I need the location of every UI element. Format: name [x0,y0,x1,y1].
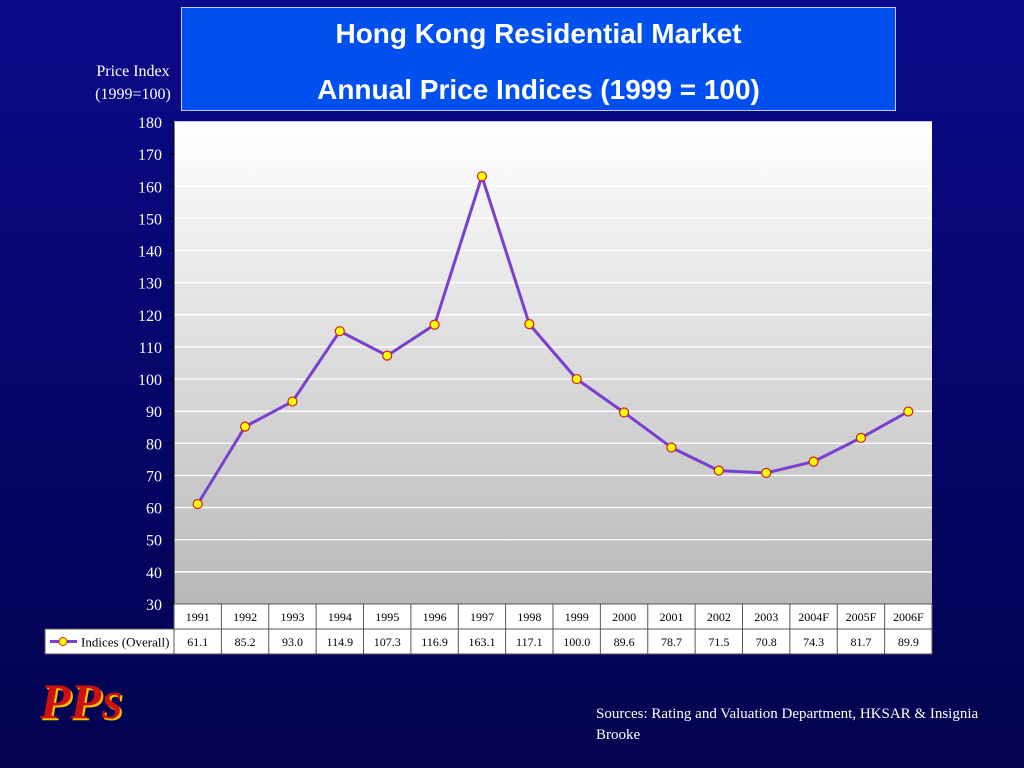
x-tick-label: 1998 [517,610,541,624]
data-label: 70.8 [756,635,777,649]
data-label: 117.1 [516,635,543,649]
y-axis-label: Price Index (1999=100) [86,60,180,106]
y-axis: 30 40 50 60 70 80 90 100 110 120 130 140 150 160 170 18… [138,115,175,614]
data-label: 71.5 [708,635,729,649]
x-tick-label: 2004F [798,610,829,624]
data-point [761,467,772,478]
x-tick-label: 2000 [612,610,636,624]
data-point [476,171,488,182]
y-tick-label: 60 [146,501,162,518]
data-label: 163.1 [468,635,495,649]
y-axis-label-line2: (1999=100) [95,86,171,103]
data-point [618,407,630,418]
data-point [287,396,298,407]
chart-title: Hong Kong Residential Market [335,18,742,49]
y-tick-label: 120 [138,308,162,325]
data-label: 89.6 [614,635,635,649]
y-tick-label: 140 [138,244,162,261]
x-tick-label: 1994 [328,610,352,624]
x-tick-label: 1996 [423,610,447,624]
x-tick-label: 2001 [659,610,683,624]
y-tick-label: 180 [138,115,162,132]
chart-title-box: Hong Kong Residential Market Annual Pric… [181,7,896,111]
y-tick-label: 100 [138,372,162,389]
data-point [192,498,203,510]
data-point [334,326,345,337]
x-tick-label: 1999 [565,610,589,624]
x-tick-label: 2002 [707,610,731,624]
y-axis-label-line1: Price Index [96,63,170,80]
legend-label: Indices (Overall) [81,635,169,650]
y-tick-label: 30 [146,597,162,614]
data-point [524,319,535,330]
plot-area [174,122,932,604]
y-tick-label: 110 [139,340,162,357]
x-tick-label: 1993 [280,610,304,624]
data-label: 78.7 [661,635,682,649]
data-point [239,421,251,432]
logo-letter-3: S [101,685,123,727]
chart-subtitle: Annual Price Indices (1999 = 100) [317,74,760,105]
value-row [44,628,933,655]
data-table: 1991 61.1 1992 85.2 1993 93.0 1994 114.9 1995 107… [44,603,933,655]
y-tick-label: 70 [146,468,162,485]
y-tick-label: 50 [146,533,162,550]
y-tick-label: 80 [146,436,162,453]
data-label: 93.0 [282,635,303,649]
x-tick-label: 1997 [470,610,494,624]
data-label: 81.7 [850,635,871,649]
data-label: 114.9 [327,635,354,649]
y-tick-label: 40 [146,565,162,582]
x-tick-label: 1995 [375,610,399,624]
gridlines [174,121,932,573]
data-point [429,319,440,330]
sources-note: Sources: Rating and Valuation Department… [596,706,979,743]
data-point [666,442,677,453]
pps-logo: PPS [40,672,122,730]
data-label: 100.0 [563,635,590,649]
data-point [903,406,914,417]
data-label: 89.9 [898,635,919,649]
x-tick-label: 2003 [754,610,778,624]
data-label: 116.9 [421,635,448,649]
data-point [713,465,724,476]
data-label: 85.2 [235,635,256,649]
y-tick-label: 150 [138,211,162,228]
data-label: 74.3 [803,635,824,649]
y-tick-label: 130 [138,276,162,293]
x-tick-label: 1992 [233,610,257,624]
series-line [196,174,910,505]
y-tick-label: 170 [138,147,162,164]
logo-letter-2: P [70,673,102,729]
data-point [808,456,819,467]
x-tick-label: 1991 [186,610,210,624]
data-point [855,432,867,443]
data-point [382,350,393,361]
data-label: 107.3 [374,635,401,649]
x-tick-label: 2005F [846,610,877,624]
series-indices-overall [192,171,914,510]
legend-marker [58,637,68,646]
data-point [571,373,582,385]
y-tick-label: 160 [138,179,162,196]
x-tick-label: 2006F [893,610,924,624]
data-label: 61.1 [187,635,208,649]
y-tick-label: 90 [146,404,162,421]
logo-letter-1: P [40,673,71,729]
